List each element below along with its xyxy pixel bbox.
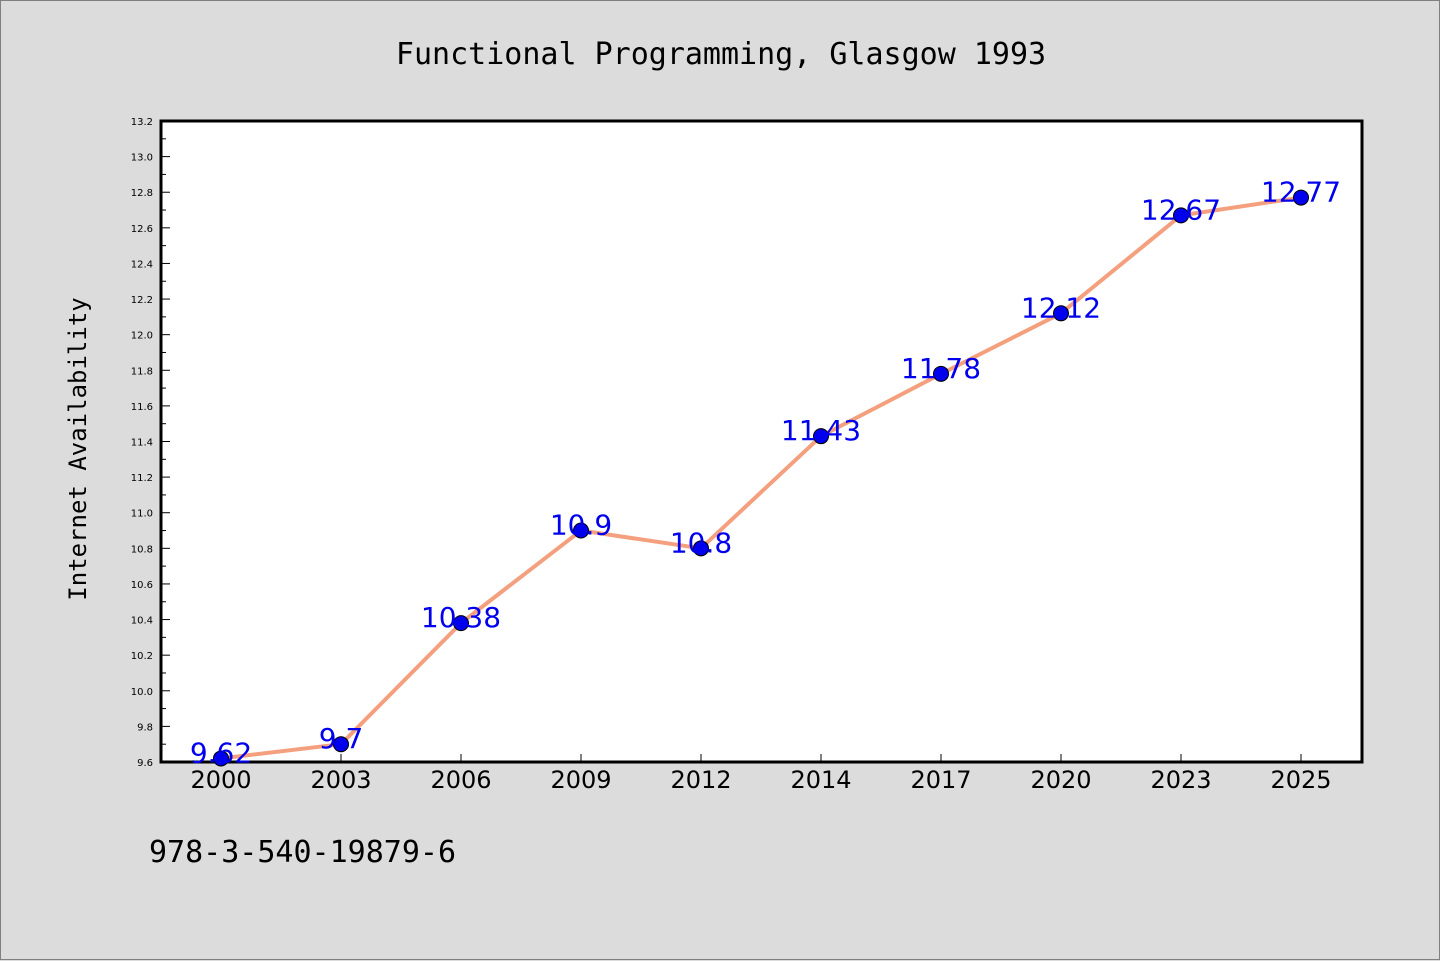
y-axis-ticks: 9.6 9.8 10.0 10.2 10.4 10.6 10.8 11.0 11.2 11.4 11…: [131, 117, 170, 769]
y-tick-label: 13.0: [131, 153, 153, 164]
chart-title: Functional Programming, Glasgow 1993: [396, 37, 1046, 72]
data-label: 10.8: [670, 526, 732, 559]
x-tick-label: 2006: [430, 766, 491, 794]
y-tick-label: 9.6: [137, 758, 153, 769]
data-label: 9.62: [190, 736, 252, 769]
y-tick-label: 11.4: [131, 438, 153, 449]
data-label: 9.7: [319, 722, 364, 755]
data-label: 12.77: [1261, 176, 1341, 209]
data-label: 12.67: [1141, 193, 1221, 226]
data-point: [813, 428, 829, 445]
y-tick-label: 10.6: [131, 580, 153, 591]
y-tick-label: 11.6: [131, 402, 153, 413]
data-point: [1293, 189, 1309, 206]
data-point: [933, 365, 949, 382]
x-tick-label: 2020: [1030, 766, 1091, 794]
y-tick-label: 11.8: [131, 366, 153, 377]
x-tick-label: 2012: [670, 766, 731, 794]
y-tick-label: 10.2: [131, 651, 153, 662]
y-tick-label: 11.2: [131, 473, 153, 484]
data-point: [1173, 207, 1189, 224]
data-label: 10.38: [421, 601, 501, 634]
isbn-text: 978-3-540-19879-6: [149, 835, 457, 870]
y-tick-label: 10.4: [131, 616, 153, 627]
data-point: [693, 540, 709, 557]
data-point: [333, 736, 349, 753]
data-label: 11.43: [781, 414, 861, 447]
y-tick-label: 12.6: [131, 224, 153, 235]
y-tick-label: 10.8: [131, 544, 153, 555]
series-line: [220, 195, 1302, 761]
y-tick-label: 13.2: [131, 117, 153, 128]
y-tick-label: 12.8: [131, 188, 153, 199]
x-tick-label: 2025: [1270, 766, 1331, 794]
x-tick-label: 2017: [910, 766, 971, 794]
x-tick-label: 2023: [1150, 766, 1211, 794]
data-label: 10.9: [550, 509, 612, 542]
data-point: [213, 750, 229, 767]
data-label: 12.12: [1021, 291, 1101, 324]
y-tick-label: 10.0: [131, 687, 153, 698]
y-tick-label: 9.8: [137, 722, 153, 733]
data-point: [1053, 305, 1069, 322]
data-label: 11.78: [901, 352, 981, 385]
y-tick-label: 12.4: [131, 259, 153, 270]
y-tick-label: 11.0: [131, 509, 153, 520]
x-tick-label: 2000: [190, 766, 251, 794]
data-point: [573, 522, 589, 539]
y-axis-label: Internet Availability: [64, 297, 92, 600]
x-tick-label: 2003: [310, 766, 371, 794]
y-tick-label: 12.0: [131, 331, 153, 342]
y-tick-label: 12.2: [131, 295, 153, 306]
data-point: [453, 615, 469, 632]
plot-area: [159, 119, 1364, 764]
x-tick-label: 2009: [550, 766, 611, 794]
x-axis-ticks: 2000 2003 2006 2009 2012 2014 2017 2020 2023 2025: [190, 754, 1332, 794]
series-layer: 9.62 9.7 10.38 10.9 10.8 11.43 11.78 12.12 12.67…: [190, 176, 1341, 770]
x-tick-label: 2014: [790, 766, 851, 794]
